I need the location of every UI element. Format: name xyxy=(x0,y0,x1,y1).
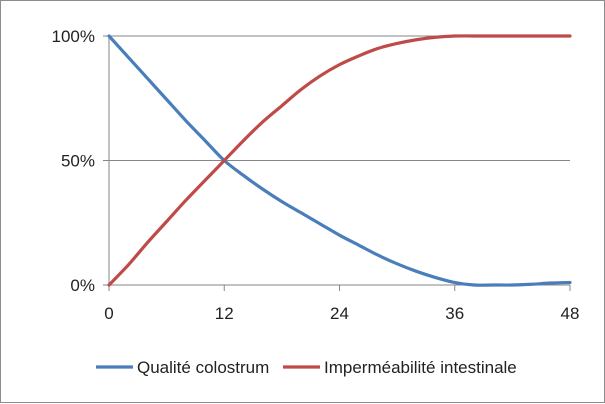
legend: Qualité colostrum Imperméabilité intestin… xyxy=(96,358,517,377)
legend-label-2: Imperméabilité intestinale xyxy=(324,358,517,377)
y-tick-label: 50% xyxy=(61,152,95,171)
x-tick-label: 36 xyxy=(445,304,464,323)
grid-lines xyxy=(109,35,570,161)
y-tick-labels: 0% 50% 100% xyxy=(52,27,95,295)
x-tick-label: 48 xyxy=(561,304,580,323)
legend-label-1: Qualité colostrum xyxy=(137,358,269,377)
axes xyxy=(103,35,571,291)
y-tick-label: 100% xyxy=(52,27,95,46)
y-tick-label: 0% xyxy=(70,276,95,295)
series-line-1 xyxy=(107,34,572,287)
series-lines xyxy=(107,34,572,287)
x-tick-label: 12 xyxy=(215,304,234,323)
x-tick-label: 24 xyxy=(330,304,349,323)
x-tick-labels: 0 12 24 36 48 xyxy=(104,304,579,323)
series-line-2 xyxy=(107,34,572,287)
x-tick-label: 0 xyxy=(104,304,113,323)
